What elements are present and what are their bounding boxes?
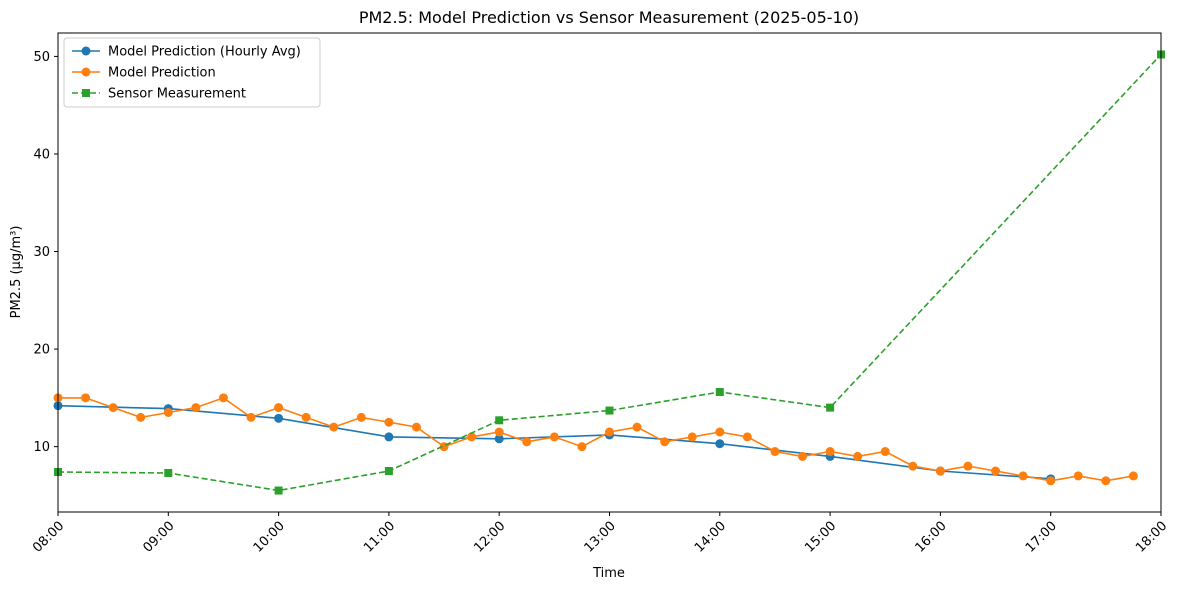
legend-marker [81,46,91,56]
data-point [1018,471,1028,481]
x-tick-label: 12:00 [471,519,508,556]
x-tick-label: 11:00 [361,519,398,556]
data-point [164,468,173,477]
data-point [384,432,394,442]
data-point [467,432,477,442]
data-point [742,432,752,442]
legend-box [63,37,321,108]
x-tick-label: 09:00 [140,519,177,556]
x-tick-label: 15:00 [802,519,839,556]
legend: Model Prediction (Hourly Avg) Model Predi… [63,37,321,108]
data-point [577,442,587,452]
data-point [301,412,311,422]
data-point [1073,471,1083,481]
data-point [605,406,614,415]
data-point [163,407,173,417]
data-point [826,403,835,412]
series-line [57,404,1051,480]
y-tick-label: 50 [33,50,50,65]
y-tick-label: 20 [33,343,50,358]
data-point [908,461,918,471]
legend-label: Model Prediction [108,66,216,81]
data-point [136,412,146,422]
x-tick-label: 08:00 [30,519,67,556]
data-point [687,432,697,442]
x-tick-label: 10:00 [251,519,288,556]
data-point [274,486,283,495]
data-point [825,447,835,457]
data-point [384,467,393,476]
x-tick-label: 17:00 [1023,519,1060,556]
data-point [522,437,532,447]
legend-item: Model Prediction (Hourly Avg) [72,45,301,60]
data-point [853,451,863,461]
data-point [274,403,284,413]
x-tick-label: 16:00 [913,519,950,556]
data-point [356,412,366,422]
chart-title: PM2.5: Model Prediction vs Sensor Measur… [359,8,859,27]
series-0 [53,401,1056,484]
data-point [495,416,504,425]
data-point [991,466,1001,476]
data-point [494,434,504,444]
data-point [632,422,642,432]
y-tick-label: 10 [33,440,50,455]
data-point [218,393,228,403]
data-point [715,388,724,397]
data-point [246,412,256,422]
data-point [715,439,725,449]
data-point [494,427,504,437]
data-point [798,451,808,461]
data-point [274,413,284,423]
legend-label: Sensor Measurement [108,87,246,102]
series-line [57,53,1162,492]
x-axis-label: Time [592,566,625,581]
legend-marker [82,89,90,97]
data-point [1046,476,1056,486]
series-1 [53,393,1138,486]
series-line [58,397,1134,482]
data-point [963,461,973,471]
legend-item: Sensor Measurement [72,87,246,102]
data-point [191,403,201,413]
data-point [549,432,559,442]
y-axis-label: PM2.5 (µg/m³) [9,226,24,319]
y-tick-label: 30 [33,245,50,260]
data-point [108,403,118,413]
data-point [715,427,725,437]
legend-item: Model Prediction [72,66,216,81]
y-tick-label: 40 [33,147,50,162]
x-tick-label: 13:00 [582,519,619,556]
data-point [880,447,890,457]
data-point [1128,471,1138,481]
x-tick-label: 14:00 [692,519,729,556]
data-point [1101,476,1111,486]
x-tick-label: 18:00 [1133,519,1170,556]
data-point [935,466,945,476]
data-point [411,422,421,432]
legend-label: Model Prediction (Hourly Avg) [108,45,301,60]
data-point [605,427,614,437]
data-point [384,417,394,427]
data-point [81,393,91,403]
data-point [329,422,339,432]
data-point [660,437,670,447]
data-point [770,447,780,457]
legend-marker [81,67,91,77]
